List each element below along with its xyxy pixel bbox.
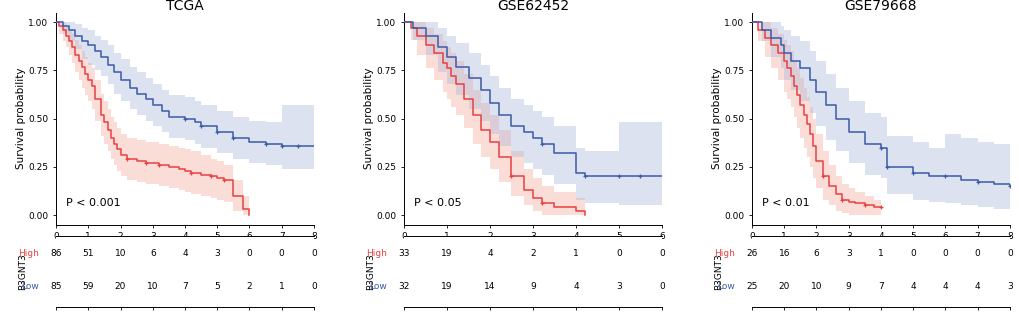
Text: 25: 25 <box>746 282 757 291</box>
X-axis label: Time(years): Time(years) <box>501 243 564 253</box>
Legend: High, Low: High, Low <box>836 0 924 3</box>
Title: GSE62452: GSE62452 <box>496 0 569 13</box>
Text: 0: 0 <box>942 249 948 258</box>
Text: B3GNT3: B3GNT3 <box>366 253 375 290</box>
Text: 9: 9 <box>530 282 535 291</box>
Text: 7: 7 <box>182 282 187 291</box>
Text: 33: 33 <box>398 249 410 258</box>
Title: TCGA: TCGA <box>166 0 204 13</box>
Text: 14: 14 <box>484 282 495 291</box>
X-axis label: Time(years): Time(years) <box>154 243 216 253</box>
Text: 3: 3 <box>214 249 220 258</box>
Text: 10: 10 <box>115 249 126 258</box>
Text: 0: 0 <box>658 249 664 258</box>
Text: 0: 0 <box>311 282 317 291</box>
Text: 0: 0 <box>658 282 664 291</box>
Text: 19: 19 <box>441 249 452 258</box>
Title: GSE79668: GSE79668 <box>844 0 916 13</box>
Text: 16: 16 <box>777 249 790 258</box>
Text: P < 0.001: P < 0.001 <box>66 198 121 208</box>
Text: 6: 6 <box>813 249 818 258</box>
Text: 6: 6 <box>150 249 156 258</box>
Text: 86: 86 <box>50 249 62 258</box>
Text: 10: 10 <box>810 282 821 291</box>
Text: 2: 2 <box>247 282 252 291</box>
Text: 59: 59 <box>83 282 94 291</box>
Text: 26: 26 <box>746 249 757 258</box>
Text: 0: 0 <box>311 249 317 258</box>
Text: 4: 4 <box>573 282 578 291</box>
Text: 4: 4 <box>182 249 187 258</box>
Text: 5: 5 <box>214 282 220 291</box>
Legend: High, Low: High, Low <box>141 0 229 3</box>
Text: 0: 0 <box>247 249 252 258</box>
Text: 4: 4 <box>909 282 915 291</box>
Legend: High, Low: High, Low <box>488 0 577 3</box>
Text: 32: 32 <box>398 282 410 291</box>
Text: Low: Low <box>716 282 735 291</box>
Text: 1: 1 <box>877 249 882 258</box>
Text: High: High <box>713 249 735 258</box>
Text: 0: 0 <box>974 249 979 258</box>
Text: 9: 9 <box>845 282 851 291</box>
Text: 85: 85 <box>50 282 62 291</box>
Text: 1: 1 <box>278 282 284 291</box>
Text: 4: 4 <box>974 282 979 291</box>
Text: 0: 0 <box>909 249 915 258</box>
Text: 3: 3 <box>845 249 851 258</box>
Text: 0: 0 <box>1006 249 1012 258</box>
Text: 4: 4 <box>487 249 492 258</box>
Text: P < 0.01: P < 0.01 <box>761 198 809 208</box>
Text: 4: 4 <box>942 282 948 291</box>
Text: 0: 0 <box>278 249 284 258</box>
Text: Low: Low <box>21 282 40 291</box>
Text: 19: 19 <box>441 282 452 291</box>
Text: 20: 20 <box>777 282 789 291</box>
X-axis label: Time(years): Time(years) <box>849 243 911 253</box>
Text: 10: 10 <box>147 282 158 291</box>
Y-axis label: Survival probability: Survival probability <box>363 68 373 169</box>
Text: 3: 3 <box>615 282 622 291</box>
Text: 2: 2 <box>530 249 535 258</box>
Text: 7: 7 <box>877 282 882 291</box>
Text: B3GNT3: B3GNT3 <box>18 253 28 290</box>
Text: 51: 51 <box>83 249 94 258</box>
Text: High: High <box>18 249 40 258</box>
Text: Low: Low <box>369 282 387 291</box>
Text: 20: 20 <box>115 282 126 291</box>
Y-axis label: Survival probability: Survival probability <box>711 68 720 169</box>
Y-axis label: Survival probability: Survival probability <box>15 68 25 169</box>
Text: B3GNT3: B3GNT3 <box>713 253 722 290</box>
Text: High: High <box>366 249 387 258</box>
Text: 3: 3 <box>1006 282 1012 291</box>
Text: P < 0.05: P < 0.05 <box>414 198 462 208</box>
Text: 1: 1 <box>573 249 578 258</box>
Text: 0: 0 <box>615 249 622 258</box>
